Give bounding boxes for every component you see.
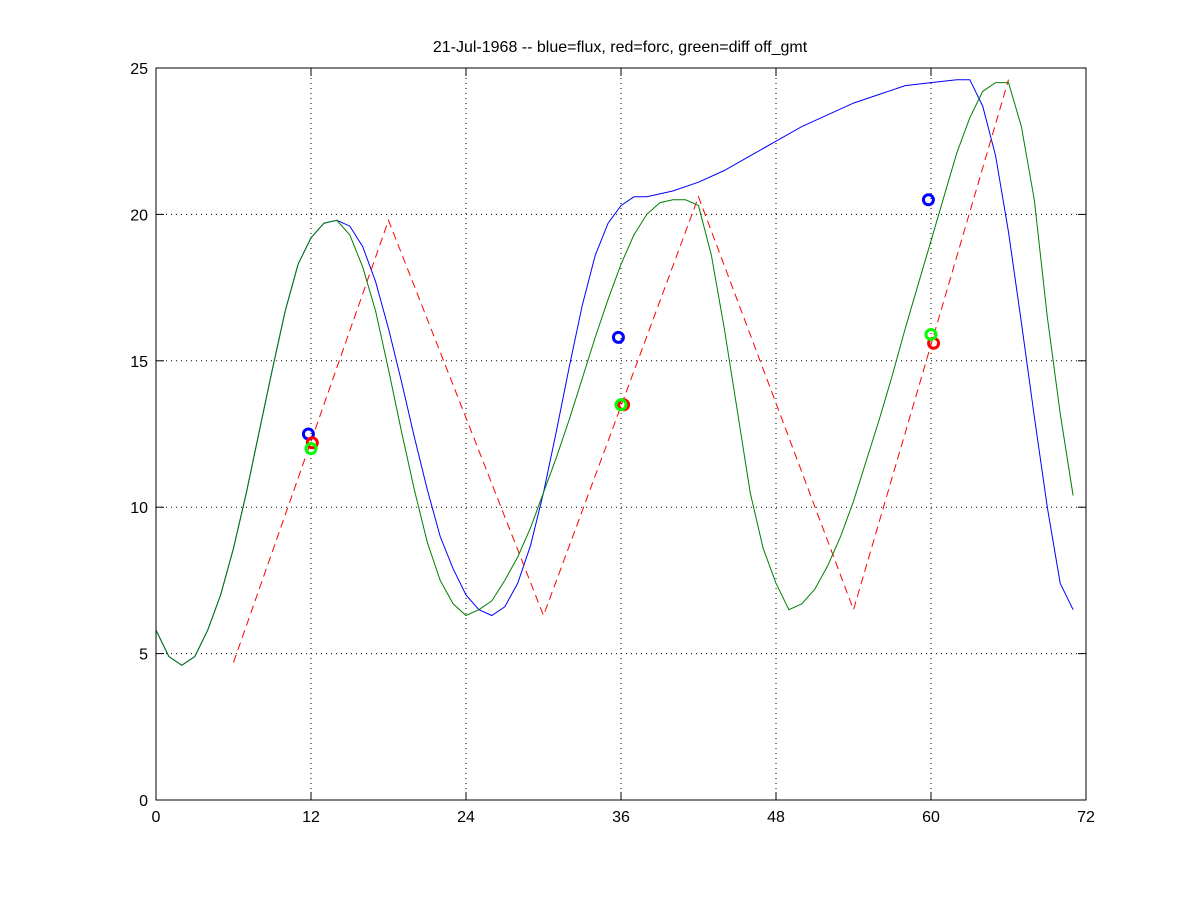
x-tick-label: 24 <box>457 809 475 826</box>
x-tick-label: 72 <box>1077 809 1095 826</box>
chart-title: 21-Jul-1968 -- blue=flux, red=forc, gree… <box>433 39 808 56</box>
circle-marker <box>611 330 625 344</box>
axis-ticks: 0 12 24 36 48 60 72 0 5 10 15 20 25 <box>130 61 1095 826</box>
series-lines <box>155 79 1074 666</box>
marker-points <box>301 193 941 456</box>
y-tick-label: 10 <box>130 500 148 517</box>
y-tick-label: 5 <box>139 647 148 664</box>
circle-marker <box>304 442 318 456</box>
circle-marker <box>921 193 935 207</box>
circle-marker <box>924 327 938 341</box>
x-tick-label: 48 <box>767 809 785 826</box>
y-tick-label: 20 <box>130 207 148 224</box>
circle-marker <box>305 436 319 450</box>
y-tick-label: 0 <box>139 793 148 810</box>
x-tick-label: 60 <box>922 809 940 826</box>
series-line-2 <box>233 79 1009 663</box>
series-line-3 <box>155 82 1074 666</box>
circle-marker <box>614 398 628 412</box>
y-tick-label: 25 <box>130 61 148 78</box>
x-tick-label: 12 <box>302 809 320 826</box>
y-tick-label: 15 <box>130 354 148 371</box>
x-tick-label: 0 <box>152 809 161 826</box>
x-tick-label: 36 <box>612 809 630 826</box>
grid-lines <box>156 68 1086 800</box>
